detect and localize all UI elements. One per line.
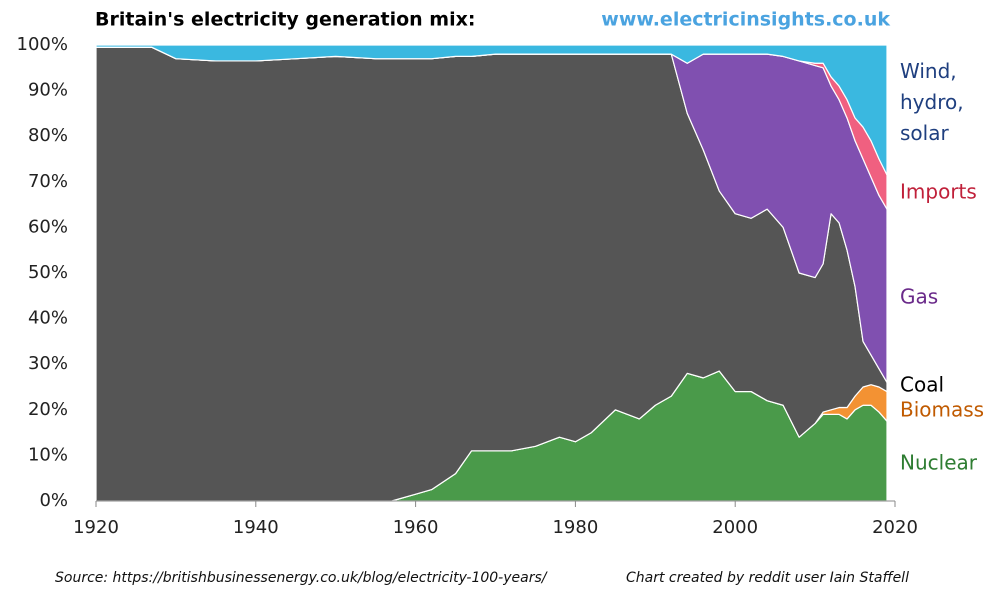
- x-tick-label: 1980: [552, 517, 598, 538]
- x-tick-label: 1920: [73, 517, 119, 538]
- legend-label: Imports: [900, 180, 977, 204]
- chart-title: Britain's electricity generation mix:: [95, 9, 475, 31]
- y-tick-label: 60%: [28, 216, 68, 237]
- legend-label: Biomass: [900, 398, 984, 422]
- credit-note: Chart created by reddit user Iain Staffe…: [626, 570, 909, 586]
- legend-label-line: hydro,: [900, 90, 964, 114]
- x-tick-label: 1960: [393, 517, 439, 538]
- legend-label-line: solar: [900, 121, 949, 145]
- areas: [95, 44, 888, 502]
- y-tick-label: 10%: [28, 444, 68, 465]
- y-tick-label: 80%: [28, 125, 68, 146]
- legend-label-line: Wind,: [900, 59, 957, 83]
- legend-label: Nuclear: [900, 451, 978, 475]
- y-tick-label: 30%: [28, 353, 68, 374]
- area: [95, 44, 888, 176]
- chart-subtitle: www.electricinsights.co.uk: [601, 9, 890, 31]
- legend-label: Wind, hydro, solar: [900, 59, 964, 145]
- legend-label: Gas: [900, 285, 938, 309]
- x-tick-label: 2020: [872, 517, 918, 538]
- y-tick-label: 0%: [39, 490, 68, 511]
- y-tick-label: 90%: [28, 80, 68, 101]
- y-tick-label: 100%: [17, 34, 68, 55]
- y-tick-label: 70%: [28, 171, 68, 192]
- y-tick-label: 50%: [28, 262, 68, 283]
- x-tick-label: 1940: [233, 517, 279, 538]
- source-note: Source: https://britishbusinessenergy.co…: [55, 570, 548, 586]
- axes: 0% 10% 20% 30% 40% 50% 60% 70% 80% 90% 100% 1920 194…: [17, 34, 985, 538]
- y-tick-label: 40%: [28, 308, 68, 329]
- legend-label: Coal: [900, 373, 944, 397]
- y-tick-label: 20%: [28, 399, 68, 420]
- x-tick-label: 2000: [712, 517, 758, 538]
